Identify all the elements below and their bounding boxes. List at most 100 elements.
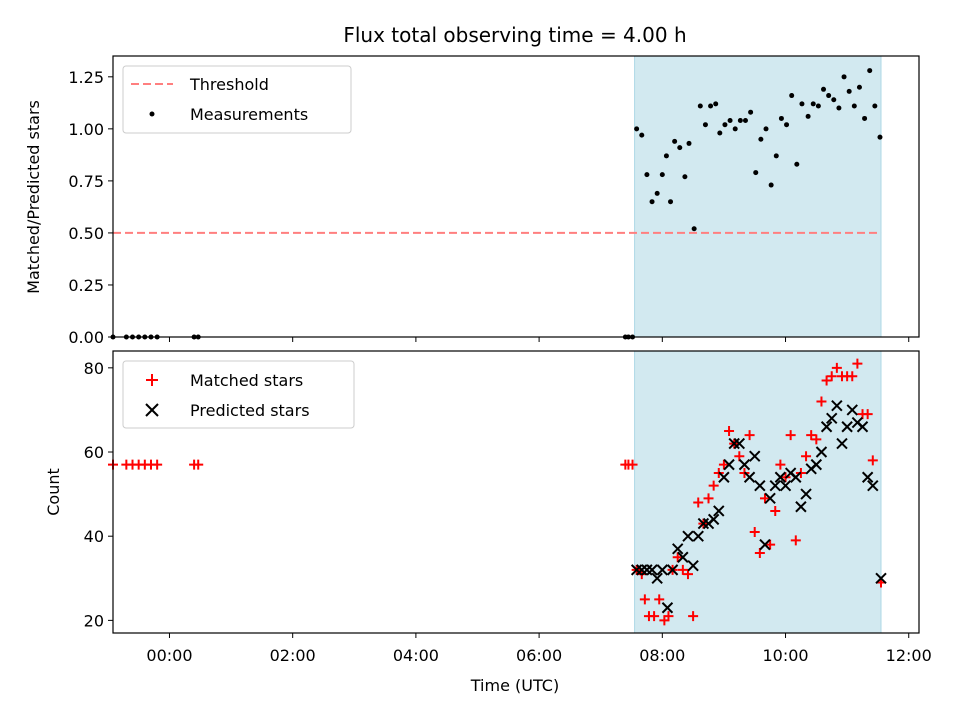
- predicted-stars-point: [795, 501, 807, 513]
- matched-stars-point: [724, 425, 735, 436]
- measurements-point: [784, 122, 790, 128]
- matched-stars-point: [754, 548, 765, 559]
- measurements-point: [836, 105, 842, 111]
- measurements-point: [778, 115, 784, 121]
- measurements-point: [768, 182, 774, 188]
- measurements-point: [810, 101, 816, 107]
- matched-stars-point: [801, 451, 812, 462]
- bottom-y-tick-label: 20: [84, 611, 104, 630]
- predicted-stars-point: [661, 602, 674, 614]
- x-axis-label: Time (UTC): [470, 676, 559, 695]
- predicted-stars-point: [867, 479, 879, 492]
- predicted-stars-point: [738, 458, 751, 471]
- measurements-point: [654, 190, 660, 196]
- matched-stars-point: [682, 569, 693, 580]
- matched-stars-point: [744, 430, 755, 441]
- measurements-point: [758, 136, 764, 142]
- x-tick-label: 12:00: [886, 646, 932, 665]
- measurements-point: [851, 103, 857, 109]
- x-tick-label: 10:00: [762, 646, 808, 665]
- matched-stars-point: [152, 459, 163, 470]
- matched-stars-point: [816, 396, 827, 407]
- matched-stars-point: [852, 358, 863, 369]
- matched-stars-point: [663, 611, 674, 622]
- measurements-point: [659, 172, 665, 178]
- predicted-stars-point: [826, 412, 838, 425]
- predicted-stars-point: [815, 446, 828, 458]
- x-tick-label: 00:00: [146, 646, 192, 665]
- predicted-stars-point: [651, 572, 663, 584]
- predicted-stars-point: [846, 404, 858, 416]
- bottom-legend: Matched stars Predicted stars: [122, 360, 355, 429]
- measurements-point: [697, 103, 703, 109]
- measurements-point: [753, 170, 759, 176]
- predicted-stars-point: [656, 564, 669, 576]
- measurements-point: [639, 132, 645, 138]
- predicted-stars-point: [820, 421, 833, 433]
- measurements-point: [872, 103, 878, 109]
- bottom-y-axis-label: Count: [44, 468, 63, 516]
- measurements-point: [856, 84, 862, 90]
- top-subplot: 0.00 0.25 0.50 0.75 1.00 1.25 Matched/Predict…: [24, 55, 920, 347]
- measurements-point: [732, 126, 738, 132]
- bottom-x-ticks: 00:00 02:00 04:00 06:00 08:00 10:00 12:00: [146, 633, 932, 665]
- predicted-stars-point: [641, 564, 653, 576]
- predicted-stars-point: [630, 564, 643, 576]
- measurements-legend-marker: [149, 111, 155, 117]
- measurements-point: [691, 226, 697, 232]
- predicted-stars-point: [779, 479, 792, 492]
- measurements-point: [748, 109, 754, 115]
- measurements-legend-label: Measurements: [190, 105, 308, 124]
- x-tick-label: 04:00: [393, 646, 439, 665]
- top-legend: Threshold Measurements: [122, 65, 352, 134]
- measurements-point: [794, 161, 800, 167]
- predicted-stars-legend-marker: [145, 403, 159, 417]
- measurements-point: [634, 126, 640, 132]
- predicted-stars-point: [875, 572, 887, 584]
- measurements-point: [799, 101, 805, 107]
- predicted-stars-legend-label: Predicted stars: [190, 401, 310, 420]
- predicted-stars-point: [733, 437, 746, 450]
- measurements-point: [789, 93, 795, 99]
- predicted-stars-point: [692, 530, 704, 542]
- matched-stars-point: [749, 526, 760, 537]
- bottom-plot-marks: [108, 358, 887, 626]
- predicted-stars-point: [800, 488, 812, 500]
- matched-stars-legend-marker: [146, 374, 158, 386]
- measurements-point: [677, 145, 683, 151]
- matched-stars-point: [639, 594, 650, 605]
- predicted-stars-point: [723, 458, 735, 471]
- matched-stars-point: [775, 459, 786, 470]
- predicted-stars-point: [759, 538, 771, 551]
- predicted-stars-point: [718, 471, 730, 483]
- matched-stars-point: [688, 611, 699, 622]
- measurements-point: [727, 118, 733, 124]
- predicted-stars-point: [666, 564, 679, 576]
- matched-stars-point: [649, 611, 660, 622]
- measurements-point: [763, 126, 769, 132]
- matched-stars-point: [831, 362, 842, 373]
- measurements-point: [708, 103, 714, 109]
- x-tick-label: 08:00: [639, 646, 685, 665]
- top-x-ticks: [168, 337, 910, 342]
- bottom-observing-window: [634, 350, 882, 634]
- predicted-stars-point: [754, 479, 766, 492]
- top-legend-box: [122, 65, 352, 134]
- measurements-point: [826, 93, 832, 99]
- matched-stars-point: [193, 459, 204, 470]
- measurements-point: [773, 153, 779, 159]
- predicted-stars-point: [687, 559, 699, 572]
- measurements-point: [805, 113, 811, 119]
- top-axes-frame: [112, 55, 920, 338]
- predicted-stars-point: [743, 471, 756, 483]
- matched-stars-point: [785, 430, 796, 441]
- predicted-stars-point: [841, 421, 853, 433]
- measurements-point: [867, 68, 873, 74]
- top-y-tick-label: 0.50: [68, 224, 104, 243]
- measurements-point: [862, 115, 868, 121]
- threshold-legend-label: Threshold: [189, 75, 269, 94]
- matched-stars-point: [627, 459, 638, 470]
- predicted-stars-point: [728, 437, 740, 450]
- matched-stars-point: [770, 505, 781, 516]
